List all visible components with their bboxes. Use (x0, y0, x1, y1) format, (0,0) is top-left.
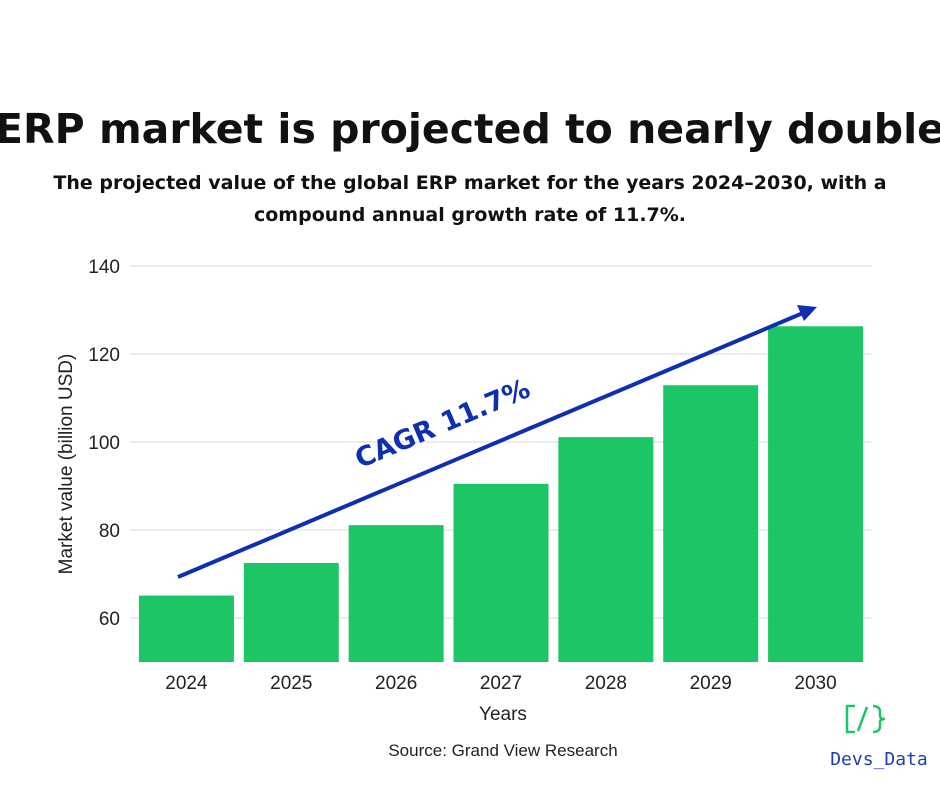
y-tick-label: 60 (99, 609, 120, 630)
cagr-annotation: CAGR 11.7% (351, 373, 535, 474)
x-tick-label: 2024 (165, 673, 208, 694)
y-tick-labels: 60 80 100 120 140 (88, 257, 120, 630)
bar-2028 (558, 437, 654, 662)
y-tick-label: 80 (99, 521, 120, 542)
logo-text: Devs_Data (830, 749, 928, 770)
logo-bracket-icon (845, 704, 886, 734)
x-tick-label: 2025 (270, 673, 312, 694)
bar-2029 (663, 385, 759, 662)
bars (138, 326, 864, 662)
cagr-arrow (177, 305, 817, 579)
y-tick-label: 100 (88, 433, 120, 454)
x-tick-label: 2026 (375, 673, 417, 694)
x-tick-label: 2027 (480, 673, 522, 694)
bar-2026 (348, 525, 444, 662)
bar-2025 (243, 563, 339, 662)
y-tick-label: 120 (88, 345, 120, 366)
y-tick-label: 140 (88, 257, 120, 278)
source-note: Source: Grand View Research (388, 741, 617, 760)
devs-data-logo: Devs_Data (830, 704, 928, 770)
y-axis-label: Market value (billion USD) (56, 354, 77, 575)
bar-2024 (138, 595, 234, 662)
arrow-line (177, 311, 804, 579)
x-axis-label: Years (479, 704, 527, 725)
chart-subtitle-line-2: compound annual growth rate of 11.7%. (254, 204, 686, 226)
bar-2030 (768, 326, 864, 662)
x-tick-label: 2029 (690, 673, 732, 694)
x-tick-labels: 2024 2025 2026 2027 2028 2029 2030 (165, 673, 836, 694)
chart-title: ERP market is projected to nearly double (0, 105, 940, 153)
bar-2027 (453, 483, 549, 662)
chart-subtitle-line-1: The projected value of the global ERP ma… (53, 172, 886, 194)
x-tick-label: 2028 (585, 673, 627, 694)
x-tick-label: 2030 (794, 673, 836, 694)
arrow-head-icon (797, 305, 817, 321)
